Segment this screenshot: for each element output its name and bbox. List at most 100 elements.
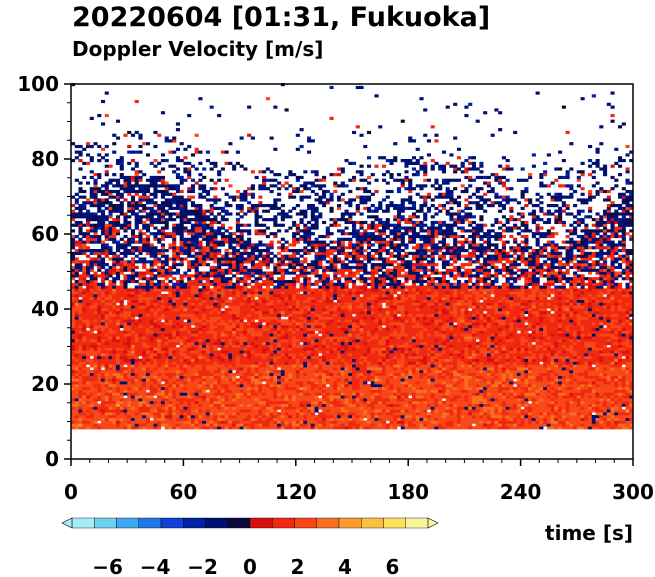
heatmap-cell [74, 426, 79, 430]
heatmap-cell [104, 333, 109, 337]
heatmap-cell [74, 403, 79, 407]
heatmap-cell [168, 339, 173, 343]
heatmap-cell [112, 296, 117, 300]
heatmap-cell [262, 279, 267, 284]
heatmap-cell [224, 395, 229, 399]
heatmap-cell [149, 403, 154, 407]
heatmap-cell [303, 327, 308, 331]
heatmap-cell [74, 381, 79, 385]
heatmap-cell [138, 136, 143, 140]
heatmap-cell [217, 403, 222, 407]
heatmap-cell [243, 251, 248, 255]
heatmap-cell [269, 369, 274, 374]
heatmap-cell [112, 294, 117, 298]
heatmap-cell [243, 344, 248, 348]
heatmap-cell [104, 417, 109, 421]
heatmap-cell [250, 381, 255, 385]
heatmap-cell [198, 150, 203, 154]
heatmap-cell [119, 268, 124, 272]
heatmap-cell [262, 395, 267, 399]
heatmap-cell [213, 246, 218, 250]
heatmap-cell [85, 254, 91, 258]
heatmap-cell [262, 347, 267, 351]
heatmap-cell [82, 294, 87, 298]
heatmap-cell [269, 324, 274, 329]
heatmap-cell [127, 184, 132, 188]
heatmap-cell [104, 277, 109, 281]
heatmap-cell [115, 310, 121, 315]
heatmap-cell [119, 398, 124, 402]
heatmap-cell [273, 184, 278, 188]
heatmap-cell [209, 372, 214, 376]
heatmap-cell [284, 372, 289, 376]
heatmap-cell [138, 322, 143, 326]
heatmap-cell [307, 330, 312, 334]
heatmap-cell [157, 291, 162, 295]
heatmap-cell [145, 423, 151, 427]
heatmap-cell [112, 412, 117, 416]
heatmap-cell [198, 375, 203, 379]
heatmap-cell [138, 291, 143, 295]
heatmap-cell [175, 159, 181, 163]
heatmap-cell [295, 232, 300, 236]
heatmap-cell [138, 344, 143, 348]
heatmap-cell [247, 324, 252, 329]
heatmap-cell [295, 274, 300, 278]
heatmap-cell [160, 153, 166, 157]
heatmap-cell [205, 249, 210, 253]
heatmap-cell [89, 336, 94, 340]
heatmap-cell [292, 347, 297, 351]
heatmap-cell [97, 263, 102, 267]
heatmap-cell [138, 412, 143, 416]
heatmap-cell [239, 406, 244, 410]
heatmap-cell [130, 313, 136, 317]
heatmap-cell [123, 294, 128, 298]
heatmap-cell [239, 198, 244, 202]
heatmap-cell [220, 406, 225, 410]
heatmap-cell [104, 246, 109, 250]
heatmap-cell [243, 223, 248, 227]
heatmap-cell [112, 310, 117, 315]
heatmap-cell [108, 378, 113, 382]
heatmap-cell [288, 333, 293, 337]
heatmap-cell [175, 212, 181, 216]
heatmap-cell [243, 279, 248, 284]
heatmap-cell [104, 324, 109, 329]
heatmap-cell [288, 288, 293, 292]
heatmap-cell [202, 406, 207, 410]
heatmap-cell [190, 265, 195, 270]
heatmap-cell [198, 204, 203, 208]
heatmap-cell [179, 358, 184, 362]
heatmap-cell [277, 339, 282, 343]
heatmap-cell [277, 378, 282, 382]
heatmap-cell [138, 361, 143, 365]
heatmap-cell [130, 167, 136, 171]
heatmap-cell [284, 355, 289, 360]
heatmap-cell [115, 277, 121, 281]
heatmap-cell [142, 274, 147, 278]
heatmap-cell [187, 341, 192, 345]
heatmap-cell [160, 249, 166, 253]
heatmap-cell [224, 322, 229, 326]
heatmap-cell [93, 355, 98, 360]
heatmap-cell [78, 403, 83, 407]
heatmap-cell [74, 423, 79, 427]
heatmap-cell [82, 412, 87, 416]
heatmap-cell [179, 189, 184, 194]
heatmap-cell [303, 426, 308, 430]
heatmap-cell [232, 232, 237, 236]
heatmap-cell [224, 209, 229, 213]
heatmap-cell [104, 144, 109, 149]
heatmap-cell [243, 333, 248, 337]
heatmap-cell [247, 310, 252, 315]
heatmap-cell [209, 417, 214, 421]
heatmap-cell [202, 375, 207, 379]
heatmap-cell [202, 249, 207, 253]
heatmap-cell [277, 330, 282, 334]
heatmap-cell [299, 423, 304, 427]
heatmap-cell [100, 400, 106, 405]
heatmap-cell [157, 251, 162, 255]
heatmap-cell [299, 209, 304, 213]
heatmap-cell [175, 291, 181, 295]
heatmap-cell [172, 170, 177, 174]
